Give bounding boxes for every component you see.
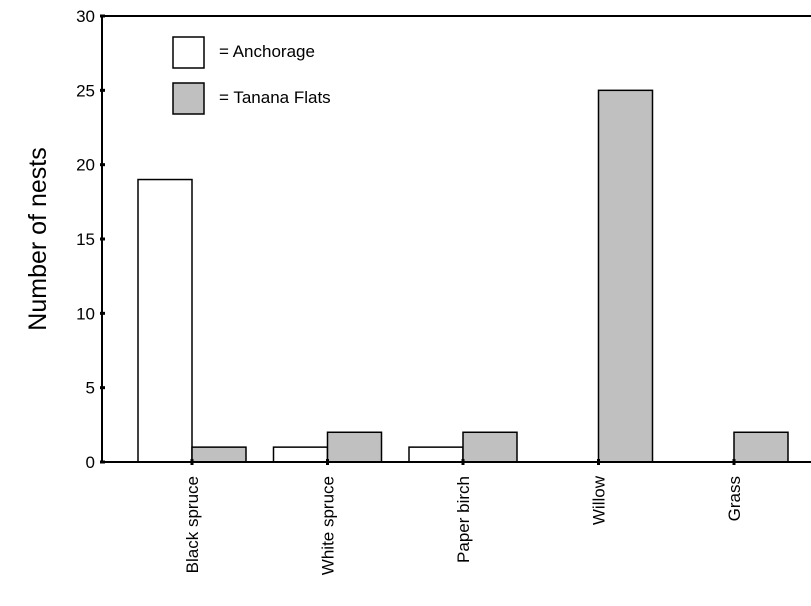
bar <box>733 431 789 463</box>
legend-swatch <box>172 82 205 115</box>
y-tick-label: 30 <box>76 7 95 26</box>
y-axis-label: Number of nests <box>24 147 52 330</box>
bar <box>597 89 654 463</box>
x-tick-label: Paper birch <box>454 476 473 563</box>
x-tick-label: Black spruce <box>183 476 202 573</box>
y-tick-label: 5 <box>86 379 95 398</box>
legend: = Anchorage = Tanana Flats <box>172 36 331 115</box>
bar <box>191 446 247 463</box>
y-tick-label: 25 <box>76 81 95 100</box>
y-tick-label: 10 <box>76 304 95 323</box>
bar <box>408 446 464 463</box>
legend-label: = Anchorage <box>219 42 315 61</box>
bar <box>462 431 518 463</box>
x-tick-label: Grass <box>725 476 744 521</box>
y-tick-label: 20 <box>76 156 95 175</box>
bar <box>137 178 193 463</box>
x-tick-label: Willow <box>590 475 609 525</box>
y-tick-label: 0 <box>86 453 95 472</box>
y-tick-label: 15 <box>76 230 95 249</box>
plot-area <box>137 89 789 463</box>
legend-swatch <box>172 36 205 69</box>
y-axis-ticks: 0 5 10 15 20 25 30 <box>76 7 105 472</box>
legend-label: = Tanana Flats <box>219 88 331 107</box>
bar <box>272 446 329 463</box>
x-axis-ticks: Black spruce White spruce Paper birch Willo… <box>183 459 744 575</box>
bar <box>326 431 383 463</box>
x-tick-label: White spruce <box>319 476 338 575</box>
